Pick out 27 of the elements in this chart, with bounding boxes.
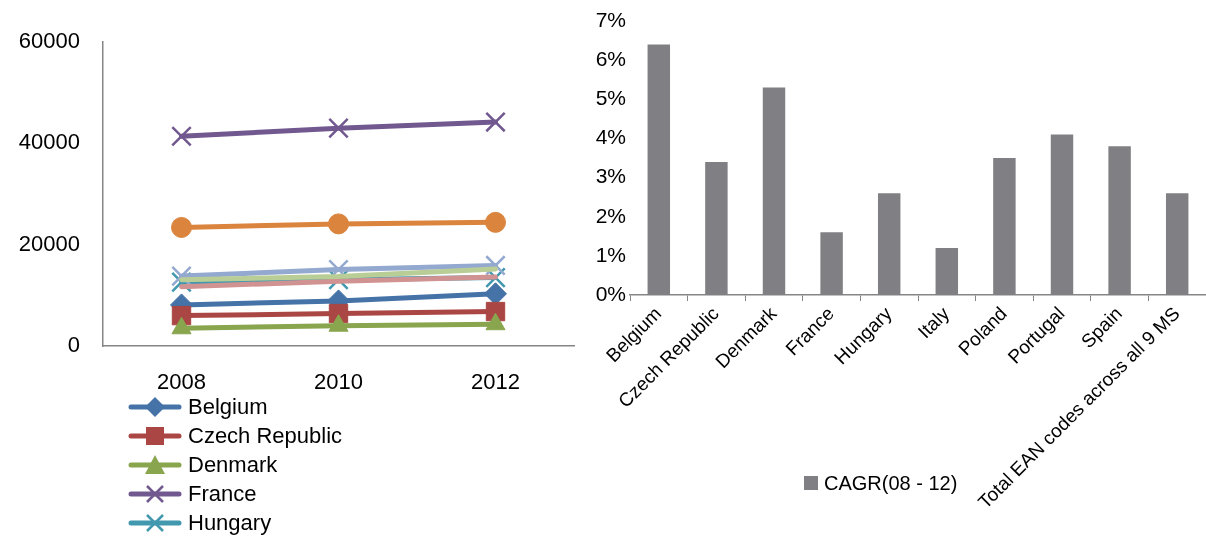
y-tick-label: 2% bbox=[595, 203, 626, 227]
legend-label: Denmark bbox=[188, 451, 278, 478]
y-tick-label: 4% bbox=[595, 125, 626, 149]
point bbox=[328, 213, 349, 235]
y-tick-label: 1% bbox=[595, 242, 626, 266]
point bbox=[485, 211, 506, 233]
y-tick-label: 40000 bbox=[18, 129, 80, 155]
y-tick-label: 0% bbox=[595, 281, 626, 305]
y-tick-label: 7% bbox=[595, 7, 626, 31]
y-tick-label: 0 bbox=[67, 332, 80, 358]
x-tick-label: Italy bbox=[913, 302, 954, 343]
legend-label: Czech Republic bbox=[188, 422, 343, 449]
legend-label: France bbox=[188, 480, 257, 507]
point bbox=[328, 117, 349, 139]
point bbox=[485, 111, 506, 133]
y-tick-label: 3% bbox=[595, 164, 626, 188]
y-tick-label: 6% bbox=[595, 46, 626, 70]
y-tick-label: 60000 bbox=[18, 28, 80, 54]
point bbox=[171, 216, 192, 238]
x-tick-label: 2012 bbox=[471, 369, 520, 395]
y-tick-label: 5% bbox=[595, 86, 626, 110]
y-tick-label: 20000 bbox=[18, 230, 80, 256]
x-tick-label: 2008 bbox=[157, 369, 206, 395]
legend-label: Hungary bbox=[188, 509, 272, 536]
legend-label: CAGR(08 - 12) bbox=[824, 471, 958, 495]
point bbox=[171, 125, 192, 147]
x-tick-label: 2010 bbox=[314, 369, 363, 395]
